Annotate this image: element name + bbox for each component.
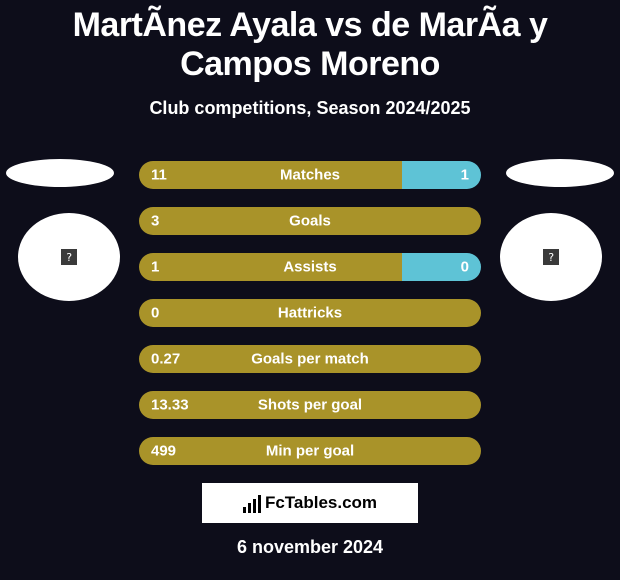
stat-value-left: 0 [151,305,159,322]
avatar-placeholder-icon: ? [543,249,559,265]
stat-row: Hattricks 0 [139,299,481,327]
stat-bars: Matches111Goals3Assists10Hattricks0Goals… [139,161,481,465]
stat-label: Matches [280,167,340,184]
stat-label: Shots per goal [258,397,362,414]
stat-label: Min per goal [266,443,354,460]
stat-label: Hattricks [278,305,342,322]
stat-value-left: 13.33 [151,397,189,414]
stat-value-left: 1 [151,259,159,276]
subtitle: Club competitions, Season 2024/2025 [0,98,620,119]
stat-row: Assists 1 0 [139,253,481,281]
logo-box: FcTables.com [202,483,418,523]
stat-row: Matches111 [139,161,481,189]
stat-row: Min per goal 499 [139,437,481,465]
bar-left-fill [139,161,402,189]
avatar-placeholder-icon: ? [61,249,77,265]
avatar-left: ? [18,213,120,301]
stat-label: Goals [289,213,331,230]
stat-value-left: 11 [151,167,167,184]
date-text: 6 november 2024 [0,537,620,558]
page-title: MartÃ­nez Ayala vs de MarÃ­a y Campos Mo… [0,0,620,84]
bar-left-fill [139,253,402,281]
stat-value-left: 0.27 [151,351,180,368]
stat-row: Goals 3 [139,207,481,235]
stat-row: Shots per goal 13.33 [139,391,481,419]
decoration-ellipse-left [6,159,114,187]
stat-row: Goals per match 0.27 [139,345,481,373]
stat-value-left: 499 [151,443,176,460]
logo-bars-icon [243,493,261,513]
decoration-ellipse-right [506,159,614,187]
avatar-right: ? [500,213,602,301]
stat-value-right: 1 [461,167,469,184]
logo-text: FcTables.com [265,493,377,513]
bar-right-fill [402,253,481,281]
stat-value-right: 0 [461,259,469,276]
stat-label: Assists [283,259,336,276]
bar-right-fill [402,161,481,189]
comparison-chart: ? ? Matches111Goals3Assists10Hattricks0G… [0,161,620,465]
stat-label: Goals per match [251,351,369,368]
stat-value-left: 3 [151,213,159,230]
